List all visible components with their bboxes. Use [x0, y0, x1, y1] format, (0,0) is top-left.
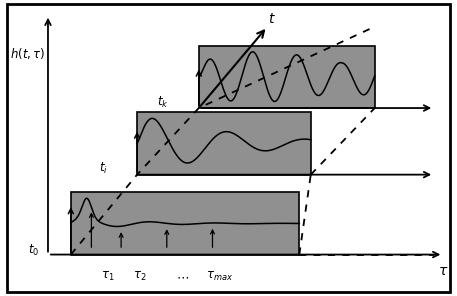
Bar: [199, 46, 375, 108]
Text: $\cdots$: $\cdots$: [176, 270, 189, 283]
Text: $t_0$: $t_0$: [27, 242, 39, 258]
Text: $t_k$: $t_k$: [157, 94, 169, 110]
Text: $\tau$: $\tau$: [438, 264, 448, 278]
Text: $\tau_2$: $\tau_2$: [133, 270, 146, 283]
Text: $t$: $t$: [268, 12, 276, 26]
Text: $\tau_1$: $\tau_1$: [101, 270, 114, 283]
Bar: [137, 112, 311, 175]
Text: $t_i$: $t_i$: [99, 161, 107, 176]
Text: $\tau_{max}$: $\tau_{max}$: [206, 270, 233, 283]
Bar: [71, 192, 299, 255]
Text: $h(t, \tau)$: $h(t, \tau)$: [10, 46, 45, 61]
